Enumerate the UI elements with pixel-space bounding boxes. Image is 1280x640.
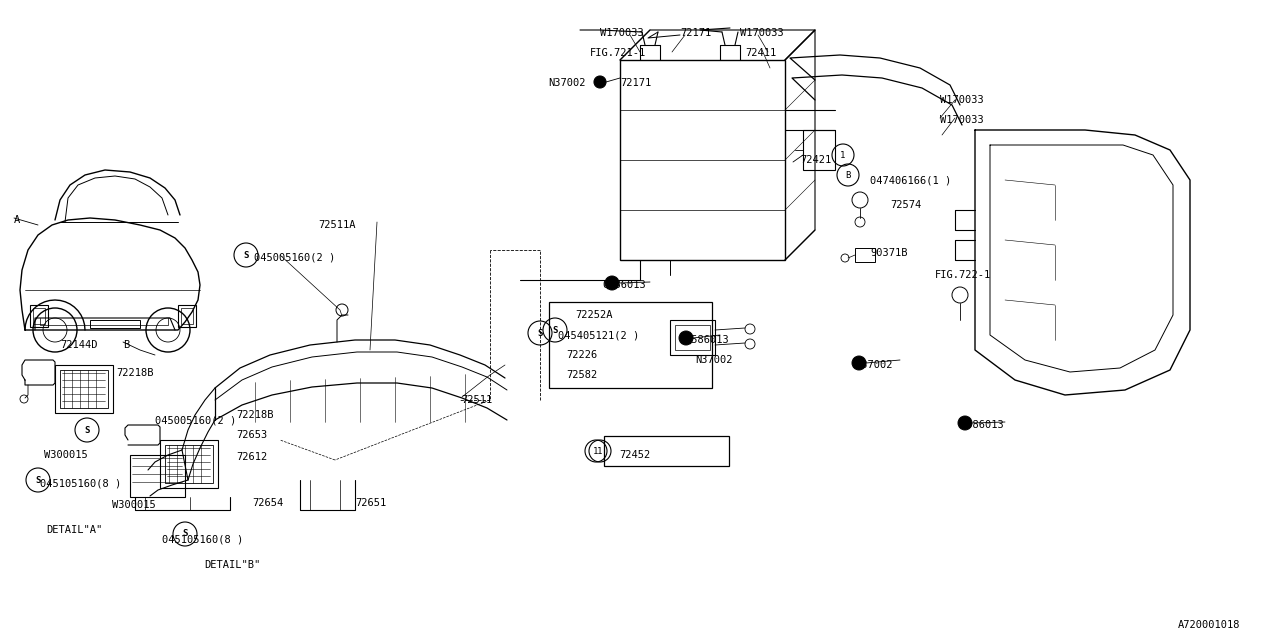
Text: 72511A: 72511A (317, 220, 356, 230)
Circle shape (605, 276, 620, 290)
Text: 045105160(8 ): 045105160(8 ) (163, 534, 243, 544)
Text: 045005160(2 ): 045005160(2 ) (155, 415, 237, 425)
Text: 72218B: 72218B (116, 368, 154, 378)
Circle shape (957, 416, 972, 430)
Text: N37002: N37002 (548, 78, 585, 88)
Text: W300015: W300015 (113, 500, 156, 510)
Text: 72252A: 72252A (575, 310, 613, 320)
Text: FIG.721-1: FIG.721-1 (590, 48, 646, 58)
Text: 72654: 72654 (252, 498, 283, 508)
Text: 047406166(1 ): 047406166(1 ) (870, 175, 951, 185)
Text: 72452: 72452 (620, 450, 650, 460)
Bar (669, 320, 716, 355)
Text: 045405121(2 ): 045405121(2 ) (558, 330, 639, 340)
Text: 72226: 72226 (566, 350, 598, 360)
Circle shape (852, 356, 867, 370)
Text: 045005160(2 ): 045005160(2 ) (253, 252, 335, 262)
Text: 72651: 72651 (355, 498, 387, 508)
Text: S: S (243, 250, 248, 259)
Text: B: B (845, 170, 851, 179)
Text: 1: 1 (598, 447, 603, 456)
Text: 72511: 72511 (461, 395, 493, 405)
Text: 72144D: 72144D (60, 340, 97, 350)
Text: A: A (14, 215, 20, 225)
Text: S: S (552, 326, 558, 335)
Text: 72171: 72171 (620, 78, 652, 88)
Text: N37002: N37002 (855, 360, 892, 370)
Bar (29, 305, 49, 327)
Bar (604, 436, 730, 466)
Text: 72612: 72612 (236, 452, 268, 462)
Circle shape (594, 76, 605, 88)
Bar (855, 248, 876, 262)
Bar (33, 308, 45, 324)
Text: S: S (182, 529, 188, 538)
Bar (165, 445, 212, 483)
Bar (131, 455, 186, 497)
Text: 1: 1 (594, 447, 599, 456)
Text: 72653: 72653 (236, 430, 268, 440)
Bar (549, 302, 712, 388)
Bar (620, 60, 785, 260)
Text: S: S (538, 328, 543, 337)
Text: Q586013: Q586013 (960, 420, 1004, 430)
Text: S: S (84, 426, 90, 435)
Text: 1: 1 (840, 150, 846, 159)
Circle shape (678, 331, 692, 345)
Text: W300015: W300015 (44, 450, 88, 460)
Bar (803, 130, 835, 170)
Text: 72171: 72171 (680, 28, 712, 38)
Bar (675, 325, 710, 350)
Text: Q586013: Q586013 (685, 335, 728, 345)
Text: 72582: 72582 (566, 370, 598, 380)
Text: A720001018: A720001018 (1178, 620, 1240, 630)
Text: Q586013: Q586013 (602, 280, 645, 290)
Bar (160, 440, 218, 488)
Text: 045105160(8 ): 045105160(8 ) (40, 478, 122, 488)
Text: W170033: W170033 (600, 28, 644, 38)
Bar (180, 308, 193, 324)
Text: S: S (36, 476, 41, 484)
Text: W170033: W170033 (940, 95, 984, 105)
Text: W170033: W170033 (940, 115, 984, 125)
Bar (60, 370, 108, 408)
Bar (55, 365, 113, 413)
Bar (90, 320, 140, 328)
Text: N37002: N37002 (695, 355, 732, 365)
Text: FIG.722-1: FIG.722-1 (934, 270, 991, 280)
Text: 90371B: 90371B (870, 248, 908, 258)
Text: W170033: W170033 (740, 28, 783, 38)
Text: 72218B: 72218B (236, 410, 274, 420)
Text: 72574: 72574 (890, 200, 922, 210)
Text: 72411: 72411 (745, 48, 776, 58)
Text: DETAIL"B": DETAIL"B" (204, 560, 260, 570)
Text: B: B (123, 340, 129, 350)
Bar (178, 305, 196, 327)
Text: 72421: 72421 (800, 155, 831, 165)
Text: DETAIL"A": DETAIL"A" (46, 525, 102, 535)
